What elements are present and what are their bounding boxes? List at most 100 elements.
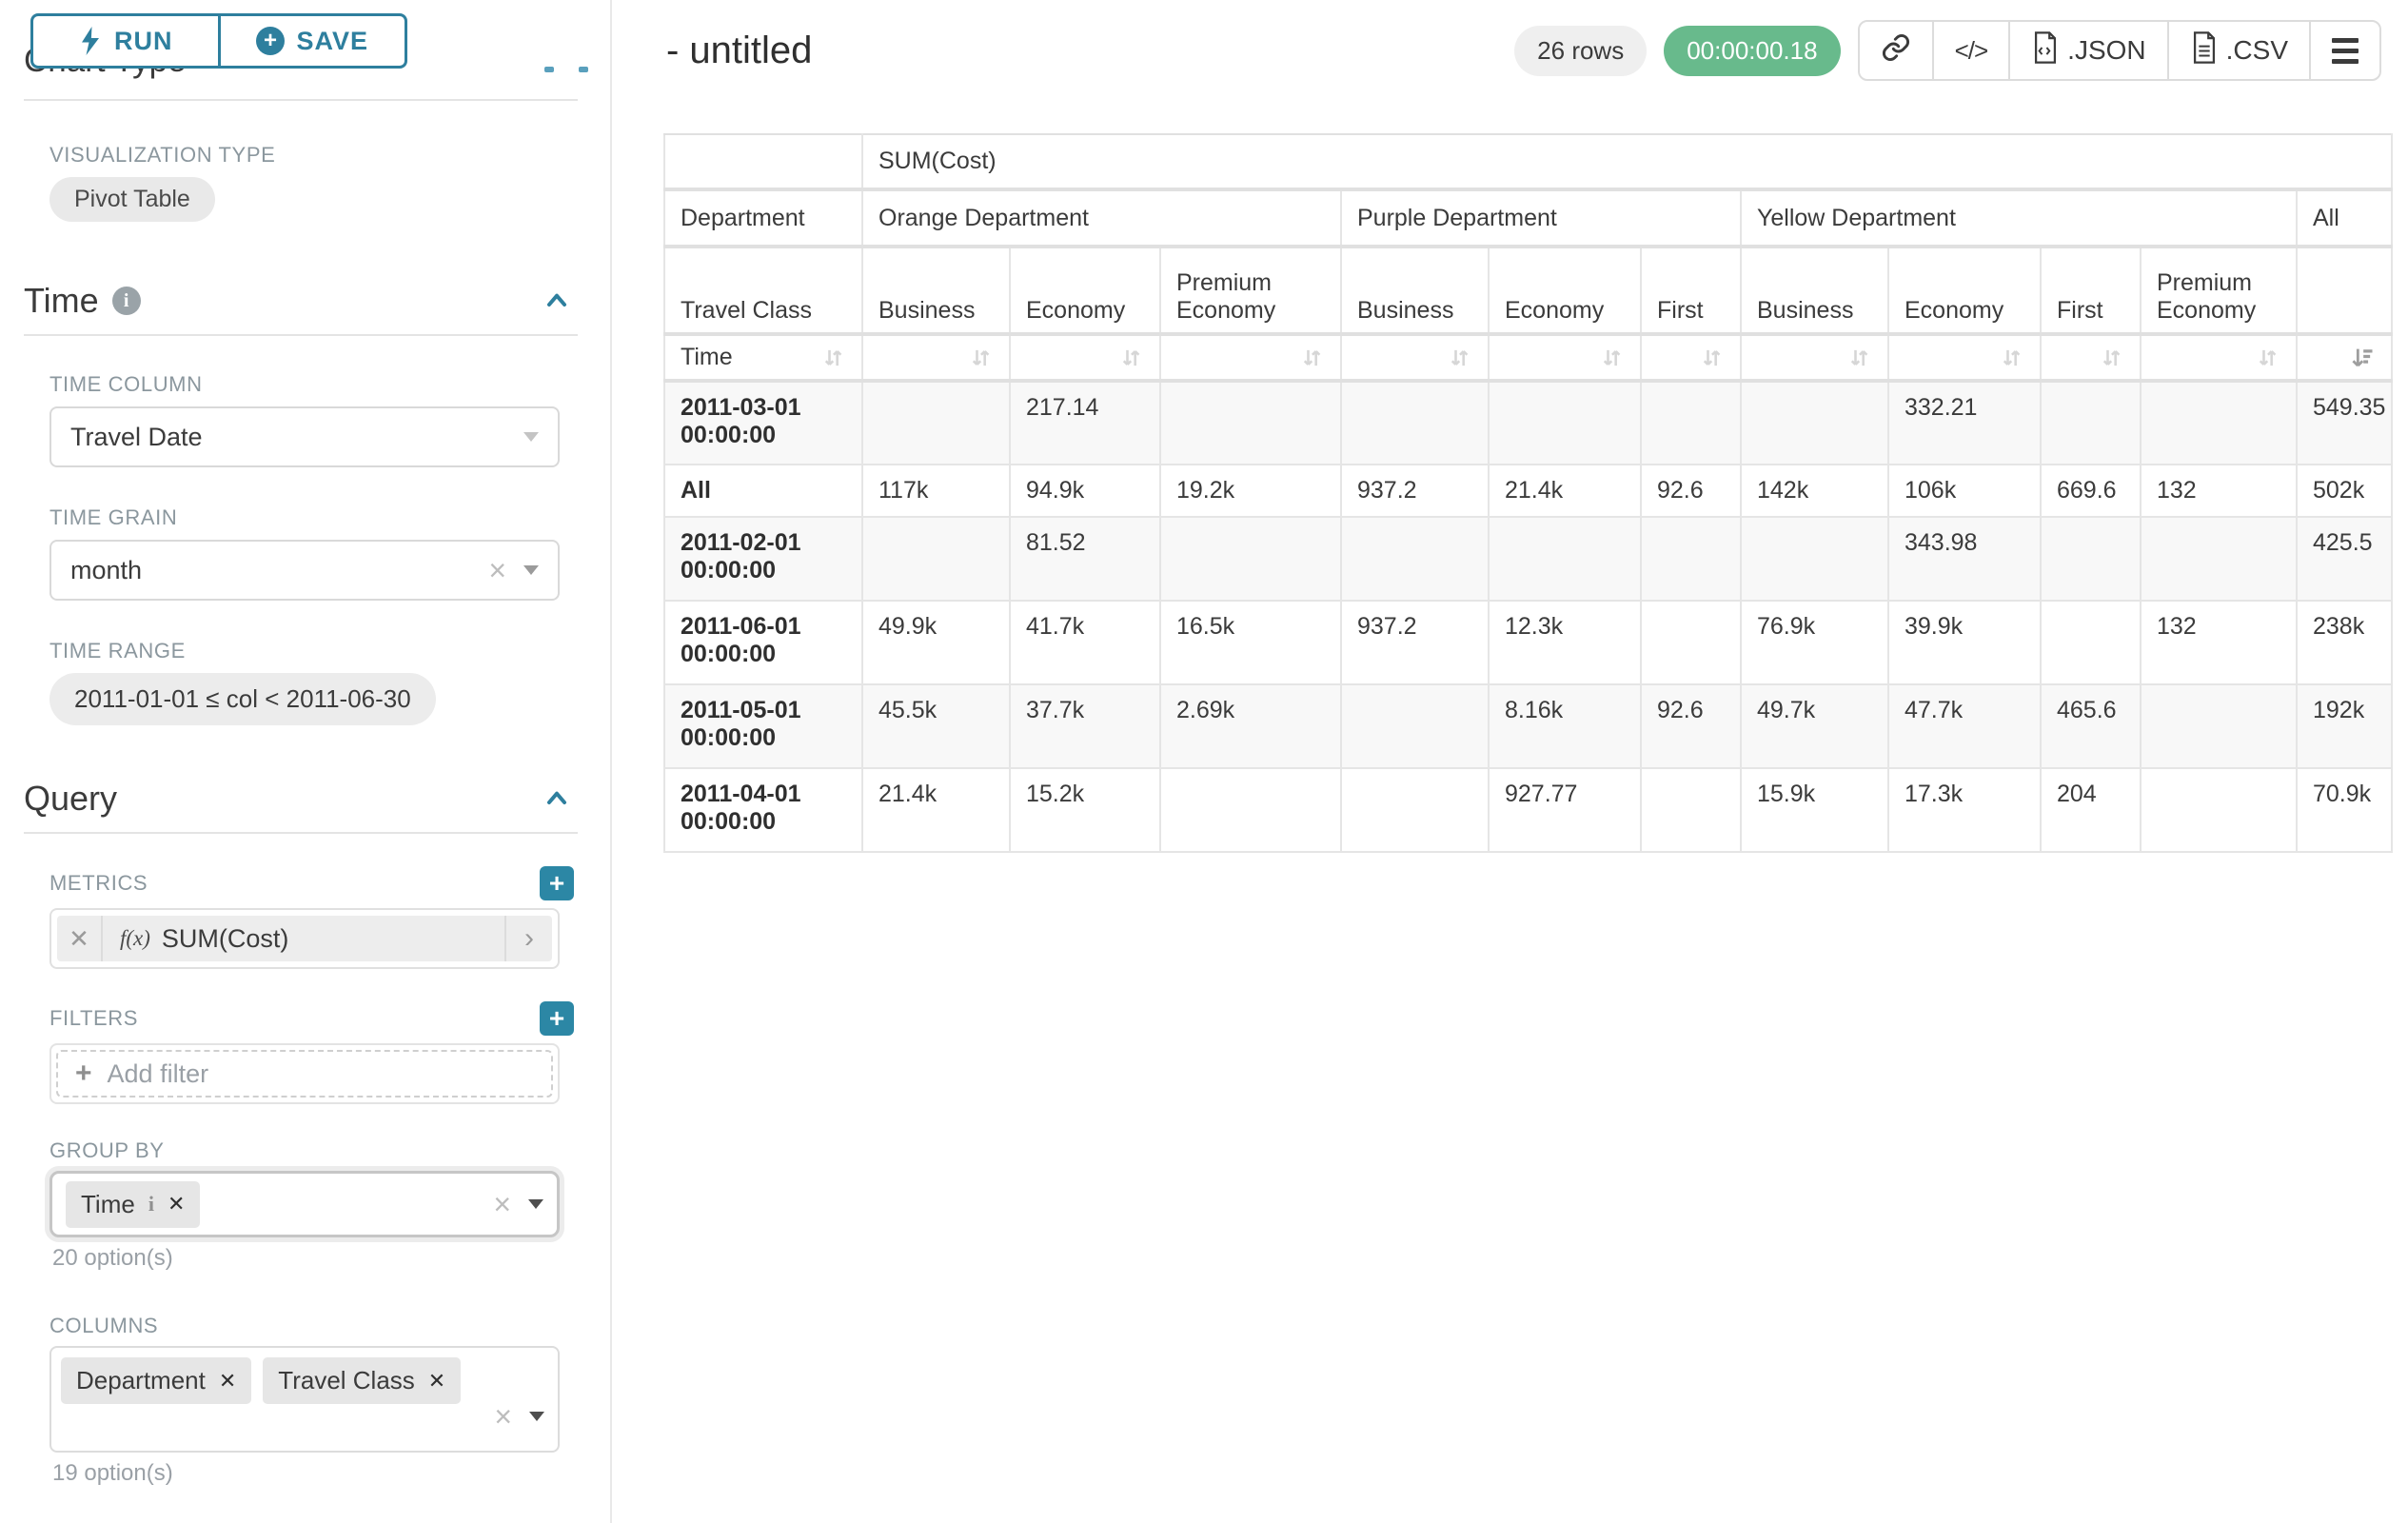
share-link-button[interactable] xyxy=(1860,22,1932,79)
sort-icon[interactable] xyxy=(1698,345,1725,371)
link-icon xyxy=(1881,32,1911,69)
csv-file-icon xyxy=(2190,31,2219,70)
run-button[interactable]: RUN xyxy=(33,16,218,66)
sort-desc-icon[interactable] xyxy=(2349,345,2376,371)
save-button[interactable]: + SAVE xyxy=(218,16,405,66)
metric-pill[interactable]: ✕ f(x) SUM(Cost) › xyxy=(57,916,552,961)
info-icon[interactable]: i xyxy=(112,287,141,315)
department-group-header: Yellow Department xyxy=(1741,189,2297,247)
value-cell: 117k xyxy=(862,465,1010,517)
value-cell xyxy=(1341,517,1489,601)
control-panel-body: VISUALIZATION TYPE Pivot Table Time i TI… xyxy=(0,114,610,1487)
clear-icon[interactable]: × xyxy=(494,1401,512,1432)
clipped-section-icons xyxy=(544,67,588,72)
value-cell xyxy=(1641,601,1741,684)
add-filter-plus-button[interactable]: + xyxy=(540,1001,574,1036)
export-csv-button[interactable]: .CSV xyxy=(2167,22,2309,79)
export-json-button[interactable]: .JSON xyxy=(2008,22,2166,79)
value-cell: 92.6 xyxy=(1641,684,1741,768)
export-csv-label: .CSV xyxy=(2226,35,2288,66)
group-by-select[interactable]: Time i ✕ × xyxy=(49,1171,560,1237)
time-column-value: Travel Date xyxy=(70,423,523,452)
value-cell xyxy=(1160,768,1341,852)
remove-metric-icon[interactable]: ✕ xyxy=(57,916,103,961)
travel-class-header xyxy=(2297,247,2392,334)
sort-icon[interactable] xyxy=(819,345,846,371)
view-query-button[interactable]: </> xyxy=(1932,22,2009,79)
row-dimension-header: Time xyxy=(664,334,862,381)
plus-circle-icon: + xyxy=(256,27,285,55)
sort-icon[interactable] xyxy=(1998,345,2024,371)
clear-icon[interactable]: × xyxy=(493,1189,511,1219)
columns-tag-travel-class[interactable]: Travel Class ✕ xyxy=(263,1357,461,1404)
value-cell: 15.2k xyxy=(1010,768,1160,852)
remove-tag-icon[interactable]: ✕ xyxy=(428,1369,445,1394)
value-cell xyxy=(2041,601,2141,684)
travel-class-header: First xyxy=(2041,247,2141,334)
department-group-header: Orange Department xyxy=(862,189,1341,247)
chevron-down-icon[interactable] xyxy=(528,1199,543,1209)
value-cell: 8.16k xyxy=(1489,684,1641,768)
sort-header-cell[interactable] xyxy=(862,334,1010,381)
add-filter-button[interactable]: + Add filter xyxy=(56,1050,553,1098)
sort-header-cell[interactable] xyxy=(1888,334,2041,381)
remove-tag-icon[interactable]: ✕ xyxy=(219,1369,236,1394)
sort-header-cell[interactable] xyxy=(1341,334,1489,381)
value-cell: 343.98 xyxy=(1888,517,2041,601)
info-icon[interactable]: i xyxy=(148,1192,154,1216)
value-cell: 549.35 xyxy=(2297,381,2392,465)
sort-header-cell[interactable] xyxy=(1641,334,1741,381)
sort-header-cell[interactable] xyxy=(2141,334,2297,381)
time-range-pill[interactable]: 2011-01-01 ≤ col < 2011-06-30 xyxy=(49,673,436,725)
value-cell xyxy=(2041,517,2141,601)
clear-icon[interactable]: × xyxy=(488,555,506,585)
value-cell xyxy=(862,517,1010,601)
time-grain-select[interactable]: month × xyxy=(49,540,560,601)
value-cell xyxy=(1160,381,1341,465)
sort-icon[interactable] xyxy=(1598,345,1625,371)
value-cell: 937.2 xyxy=(1341,465,1489,517)
json-file-icon xyxy=(2031,31,2060,70)
value-cell xyxy=(1489,517,1641,601)
section-divider xyxy=(24,99,578,101)
chevron-right-icon[interactable]: › xyxy=(504,916,552,961)
time-column-select[interactable]: Travel Date xyxy=(49,406,560,467)
chevron-up-icon[interactable] xyxy=(542,286,572,316)
columns-select[interactable]: Department ✕ Travel Class ✕ × xyxy=(49,1346,560,1453)
table-row: All117k94.9k19.2k937.221.4k92.6142k106k6… xyxy=(664,465,2392,517)
time-range-label: TIME RANGE xyxy=(49,639,578,663)
sort-header-cell[interactable] xyxy=(1010,334,1160,381)
value-cell xyxy=(1641,768,1741,852)
sort-header-cell[interactable] xyxy=(2041,334,2141,381)
visualization-type-pill[interactable]: Pivot Table xyxy=(49,177,215,222)
remove-tag-icon[interactable]: ✕ xyxy=(168,1192,185,1216)
run-button-label: RUN xyxy=(114,27,173,56)
add-metric-button[interactable]: + xyxy=(540,866,574,900)
sort-header-cell[interactable] xyxy=(2297,334,2392,381)
sort-icon[interactable] xyxy=(967,345,994,371)
department-group-header: All xyxy=(2297,189,2392,247)
sort-header-cell[interactable] xyxy=(1489,334,1641,381)
sort-header-cell[interactable] xyxy=(1741,334,1888,381)
sort-icon[interactable] xyxy=(1446,345,1472,371)
table-row: 2011-05-01 00:00:0045.5k37.7k2.69k8.16k9… xyxy=(664,684,2392,768)
travel-class-header: Business xyxy=(1341,247,1489,334)
sort-icon[interactable] xyxy=(1845,345,1872,371)
sort-icon[interactable] xyxy=(2254,345,2280,371)
columns-tag-department[interactable]: Department ✕ xyxy=(61,1357,251,1404)
lightning-bolt-icon xyxy=(78,27,103,55)
sort-icon[interactable] xyxy=(1298,345,1325,371)
group-by-tag-time[interactable]: Time i ✕ xyxy=(66,1181,200,1228)
time-section-header: Time i xyxy=(24,281,578,321)
value-cell: 17.3k xyxy=(1888,768,2041,852)
chevron-up-icon[interactable] xyxy=(542,783,572,814)
menu-button[interactable] xyxy=(2309,22,2379,79)
chevron-down-icon[interactable] xyxy=(529,1412,544,1421)
value-cell: 192k xyxy=(2297,684,2392,768)
sort-icon[interactable] xyxy=(2098,345,2124,371)
value-cell: 92.6 xyxy=(1641,465,1741,517)
sort-icon[interactable] xyxy=(1117,345,1144,371)
row-label: 2011-06-01 00:00:00 xyxy=(664,601,862,684)
sort-header-cell[interactable] xyxy=(1160,334,1341,381)
code-icon: </> xyxy=(1955,36,1988,66)
